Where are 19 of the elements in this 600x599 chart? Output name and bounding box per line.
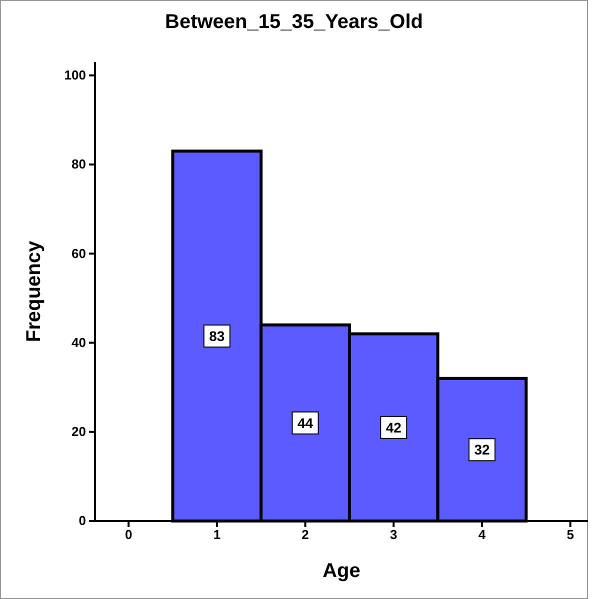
y-tick-label: 40 <box>72 334 86 350</box>
data-label: 83 <box>209 328 225 344</box>
data-label: 42 <box>386 419 402 436</box>
x-tick-label: 5 <box>566 527 574 542</box>
y-tick-label: 60 <box>72 246 86 261</box>
x-tick-label: 3 <box>390 527 398 542</box>
y-tick-label: 100 <box>64 68 86 83</box>
data-label: 44 <box>297 414 314 431</box>
y-tick-label: 80 <box>72 156 86 172</box>
x-tick-label: 1 <box>213 527 221 542</box>
x-tick-label: 2 <box>302 527 309 542</box>
y-tick-label: 20 <box>72 424 86 440</box>
x-tick-label: 0 <box>124 527 132 542</box>
y-axis-title: Frequency <box>23 240 45 342</box>
x-axis-title: Age <box>322 560 360 582</box>
chart-title: Between_15_35_Years_Old <box>165 11 423 33</box>
y-tick-label: 0 <box>78 513 86 528</box>
x-tick-label: 4 <box>478 527 486 542</box>
data-label: 32 <box>474 442 490 458</box>
